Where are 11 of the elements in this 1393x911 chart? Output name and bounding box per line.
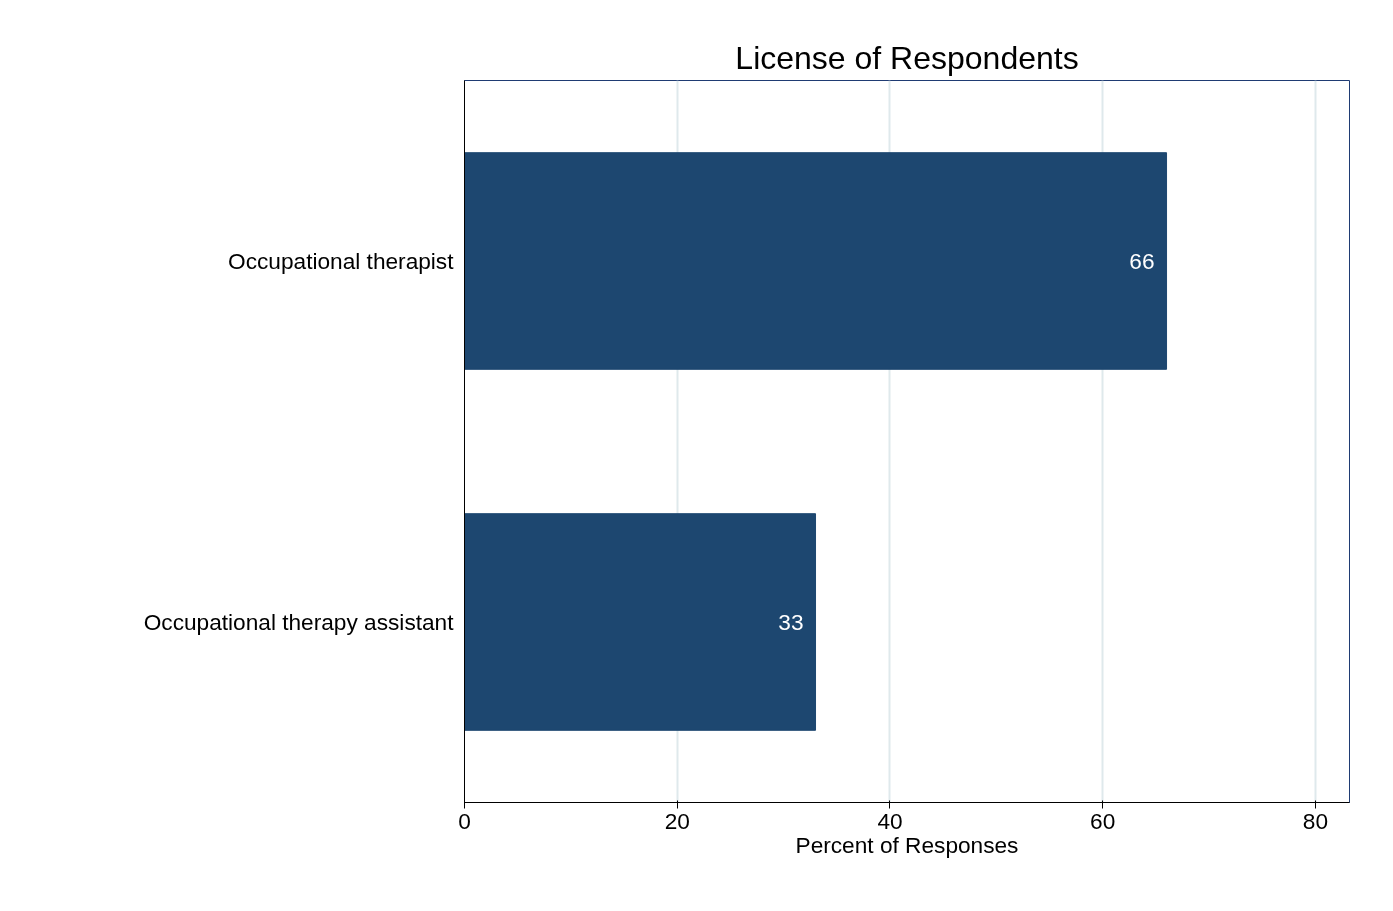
data-label: 66 <box>1129 247 1155 274</box>
x-axis-title: Percent of Responses <box>795 831 1019 858</box>
x-tick-label: 80 <box>1302 807 1329 834</box>
y-tick-label: Occupational therapist <box>228 248 455 274</box>
data-label: 33 <box>778 608 804 635</box>
chart-title: License of Respondents <box>735 39 1079 76</box>
x-tick-label: 60 <box>1090 807 1116 834</box>
x-tick-label: 20 <box>664 807 690 834</box>
x-tick-label: 40 <box>877 807 903 834</box>
y-tick-label: Occupational therapy assistant <box>143 609 455 635</box>
x-tick-label: 0 <box>458 807 471 834</box>
